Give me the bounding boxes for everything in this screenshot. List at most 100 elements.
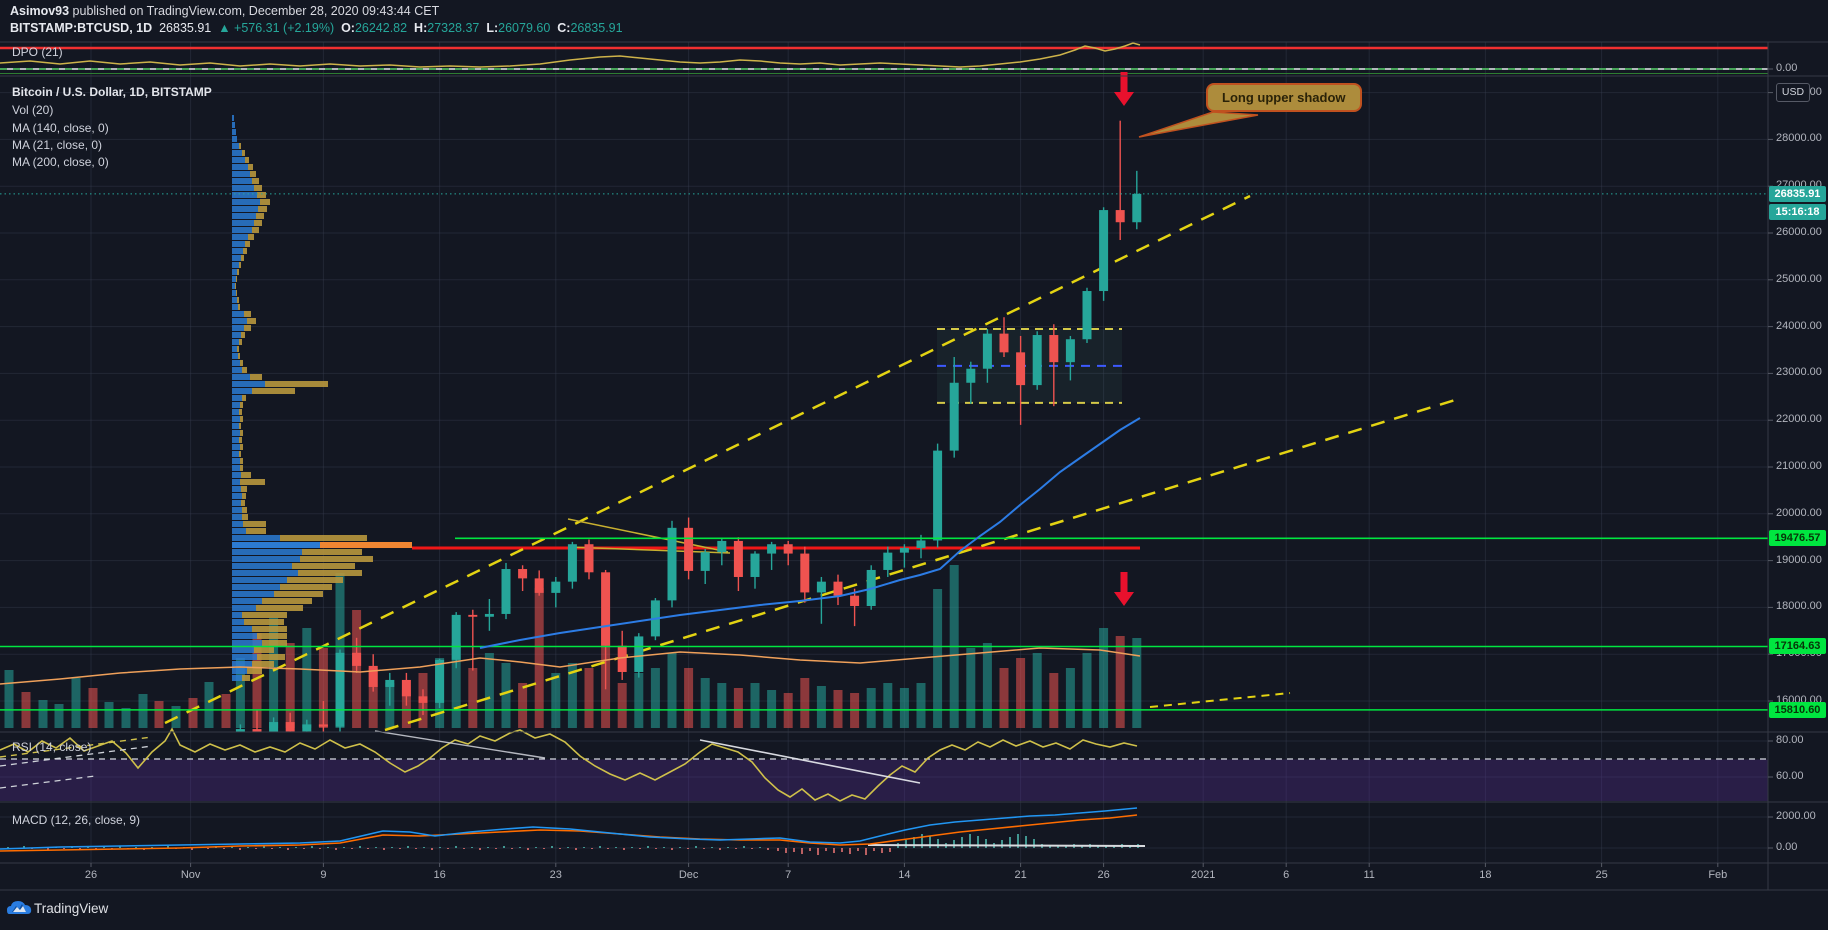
time-axis-label[interactable]: 7 <box>785 869 792 881</box>
volume-bar <box>235 658 245 728</box>
main-pane-group[interactable] <box>4 115 1456 771</box>
ma21-legend[interactable]: MA (21, close, 0) <box>12 138 103 152</box>
volume-bar <box>221 694 231 728</box>
volume-bar <box>451 643 461 728</box>
volume-profile-buy-row <box>232 605 256 611</box>
volume-profile-buy-row <box>232 402 240 408</box>
volume-profile-buy-row <box>232 346 237 352</box>
time-axis-label[interactable]: Dec <box>678 869 699 881</box>
volume-bar <box>1032 653 1042 728</box>
macd-line <box>0 807 1138 850</box>
candle-body <box>1099 210 1109 292</box>
callout-tail <box>1138 111 1259 138</box>
volume-bar <box>1016 658 1026 728</box>
volume-profile-sell-row <box>240 416 243 422</box>
volume-profile-sell-row <box>237 346 239 352</box>
down-arrow-mid <box>1114 572 1134 606</box>
volume-profile-buy-row <box>232 647 254 653</box>
price-tick-label: 26000.00 <box>1776 226 1822 238</box>
volume-profile-buy-row <box>232 395 242 401</box>
candle-body <box>999 333 1009 353</box>
volume-profile-sell-row <box>250 374 262 380</box>
tradingview-brand-text[interactable]: TradingView <box>34 901 109 916</box>
candle-body <box>1049 335 1059 363</box>
bar-countdown-label: 15:16:18 <box>1769 204 1826 220</box>
ma140-legend[interactable]: MA (140, close, 0) <box>12 121 109 135</box>
time-axis-label[interactable]: Nov <box>180 869 201 881</box>
volume-profile-buy-row <box>232 122 235 128</box>
volume-profile-buy-row <box>232 437 239 443</box>
volume-profile-buy-row <box>232 360 240 366</box>
time-axis-label[interactable]: 23 <box>549 869 562 881</box>
volume-bar <box>1065 668 1075 728</box>
volume-profile-sell-row <box>252 227 259 233</box>
upper-trendline-dashed <box>164 194 1251 725</box>
time-axis-label[interactable]: Feb <box>1708 869 1728 881</box>
volume-profile-buy-row <box>232 185 254 191</box>
candle-body <box>269 722 279 732</box>
time-axis-label[interactable]: 26 <box>84 869 98 881</box>
volume-bar <box>204 682 214 728</box>
consolidation-box <box>937 328 1122 403</box>
volume-profile-sell-row <box>241 500 245 506</box>
time-axis-label[interactable]: 18 <box>1479 869 1492 881</box>
price-tick-label: 22000.00 <box>1776 413 1822 426</box>
time-axis-label[interactable]: 16 <box>433 869 446 881</box>
ma200-legend[interactable]: MA (200, close, 0) <box>12 155 109 169</box>
dpo-legend[interactable]: DPO (21) <box>12 45 63 59</box>
candle-body <box>933 450 943 541</box>
volume-profile-buy-row <box>232 136 237 142</box>
volume-bar <box>767 690 777 728</box>
volume-profile-buy-row <box>232 549 302 555</box>
tradingview-logo-icon[interactable] <box>7 898 33 922</box>
time-axis-label[interactable]: 26 <box>1097 869 1110 881</box>
time-axis-label[interactable]: 2021 <box>1190 869 1216 881</box>
level-price-label: 19476.57 <box>1769 530 1826 547</box>
candle-body <box>700 552 710 571</box>
time-axis-label[interactable]: 21 <box>1014 869 1027 881</box>
close-key: C: <box>557 21 571 35</box>
volume-profile-sell-row <box>241 255 244 261</box>
volume-bar <box>800 678 810 728</box>
volume-profile-buy-row <box>232 311 244 317</box>
symbol-name[interactable]: BITSTAMP:BTCUSD, 1D <box>10 21 153 35</box>
macd-white-trendline <box>867 844 1146 847</box>
time-axis-label[interactable]: 25 <box>1595 869 1608 881</box>
volume-profile-sell-row <box>254 185 262 191</box>
time-axis-label[interactable]: 9 <box>320 869 327 881</box>
candle-body <box>833 581 843 596</box>
volume-bar <box>883 683 893 728</box>
time-axis-label[interactable]: 11 <box>1363 869 1375 881</box>
volume-profile-sell-row <box>240 430 243 436</box>
candle-body <box>733 540 743 577</box>
macd-legend[interactable]: MACD (12, 26, close, 9) <box>12 813 141 827</box>
volume-profile-buy-row <box>232 234 248 240</box>
volume-profile-sell-row <box>236 276 237 282</box>
candle-body <box>617 645 627 672</box>
rsi-legend[interactable]: RSI (14, close) <box>12 740 92 754</box>
candle-body <box>352 652 362 666</box>
price-tick-label: 19000.00 <box>1776 553 1822 566</box>
main-symbol-legend[interactable]: Bitcoin / U.S. Dollar, 1D, BITSTAMP <box>12 85 212 99</box>
volume-bar <box>750 683 760 728</box>
volume-profile-sell-row <box>242 612 287 618</box>
dpo-zero-label: 0.00 <box>1776 62 1798 74</box>
volume-profile-buy-row <box>232 430 240 436</box>
rsi-trendline-b <box>699 739 921 784</box>
currency-toggle-button[interactable]: USD <box>1776 83 1810 102</box>
volume-profile-buy-row <box>232 556 300 562</box>
candle-body <box>368 665 378 687</box>
minor-trendline-dashed <box>1149 692 1291 708</box>
volume-profile-buy-row <box>232 192 257 198</box>
long-upper-shadow-callout[interactable]: Long upper shadow <box>1206 83 1362 112</box>
time-axis-label[interactable]: 6 <box>1283 869 1290 881</box>
volume-legend[interactable]: Vol (20) <box>12 103 54 117</box>
volume-profile-sell-row <box>262 640 287 646</box>
volume-bar <box>252 633 262 728</box>
candle-body <box>916 540 926 548</box>
time-axis-label[interactable]: 14 <box>898 869 911 881</box>
volume-profile-sell-row <box>292 563 355 569</box>
candle-body <box>767 544 777 554</box>
volume-profile-buy-row <box>232 227 252 233</box>
